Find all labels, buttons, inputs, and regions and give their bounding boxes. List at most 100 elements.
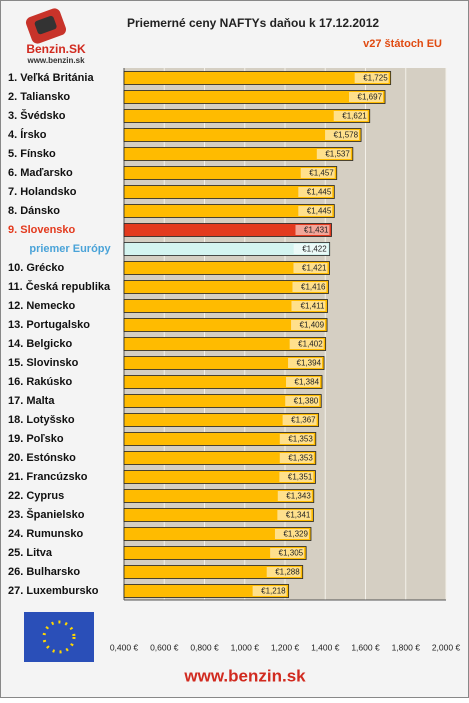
x-tick-label: 0,400 € (110, 642, 139, 652)
value-label: €1,445 (307, 188, 332, 197)
footer: www.benzin.sk (183, 666, 306, 685)
value-label-bg (289, 339, 324, 349)
value-label: €1,353 (288, 435, 313, 444)
bar (123, 185, 335, 199)
logo (25, 8, 67, 44)
value-label: €1,394 (297, 359, 322, 368)
y-tick-label: 12. Nemecko (8, 300, 76, 312)
value-label-bg (325, 130, 360, 140)
x-tick-label: 2,000 € (432, 642, 461, 652)
value-label: €1,218 (261, 587, 286, 596)
value-label-bg (279, 434, 314, 444)
value-label: €1,367 (291, 416, 316, 425)
value-label-bg (270, 548, 305, 558)
y-tick-label: 9. Slovensko (8, 224, 76, 236)
y-tick-label: 13. Portugalsko (8, 319, 90, 331)
bar (123, 204, 335, 218)
value-label-bg (288, 358, 323, 368)
value-label-bg (252, 586, 287, 596)
value-label: €1,351 (288, 473, 313, 482)
y-tick-label: 5. Fínsko (8, 148, 56, 160)
x-tick-label: 1,000 € (231, 642, 260, 652)
bar (123, 242, 331, 256)
value-label-bg (282, 415, 317, 425)
chart-subtitle: v27 štátoch EU (363, 38, 442, 50)
x-tick-label: 0,800 € (190, 642, 219, 652)
bar (123, 299, 328, 313)
bar (123, 109, 371, 123)
value-label-bg (300, 168, 335, 178)
y-tick-label: 2. Taliansko (8, 91, 70, 103)
value-label: €1,416 (301, 283, 326, 292)
x-tick-label: 1,600 € (351, 642, 380, 652)
x-tick-label: 0,600 € (150, 642, 179, 652)
bar (123, 375, 323, 389)
y-tick-label: 7. Holandsko (8, 186, 77, 198)
bar (123, 584, 290, 598)
value-label-bg (277, 510, 312, 520)
bar (123, 261, 330, 275)
value-label: €1,431 (304, 226, 329, 235)
y-tick-label: 1. Veľká Británia (8, 72, 94, 84)
y-tick-label: 3. Švédsko (8, 109, 66, 122)
value-label: €1,329 (283, 530, 308, 539)
value-label-bg (286, 377, 321, 387)
bar (123, 432, 317, 446)
bar (123, 451, 317, 465)
logo-url: www.benzin.sk (26, 56, 85, 65)
logo-text: Benzin.SK (26, 42, 86, 56)
bar (123, 413, 320, 427)
bar (123, 508, 314, 522)
value-label-bg (292, 282, 327, 292)
bar (123, 489, 315, 503)
value-label: €1,725 (363, 74, 388, 83)
value-label-bg (354, 73, 389, 83)
value-label-bg (274, 529, 309, 539)
value-label-bg (279, 453, 314, 463)
chart-title: Priemerné ceny NAFTYs daňou k 17.12.2012 (127, 16, 379, 30)
y-tick-label: 23. Španielsko (8, 508, 85, 521)
bar (123, 337, 327, 351)
value-label: €1,305 (279, 549, 304, 558)
value-label: €1,402 (298, 340, 323, 349)
y-tick-label: 14. Belgicko (8, 338, 72, 350)
y-tick-label: priemer Európy (29, 243, 111, 255)
bar (123, 470, 316, 484)
y-tick-label: 15. Slovinsko (8, 357, 79, 369)
y-tick-label: 16. Rakúsko (8, 376, 72, 388)
value-label: €1,422 (302, 245, 327, 254)
bar (123, 90, 386, 104)
value-label: €1,445 (307, 207, 332, 216)
bar (123, 356, 325, 370)
value-label-bg (293, 263, 328, 273)
y-tick-label: 20. Estónsko (8, 452, 76, 464)
value-label-bg (298, 206, 333, 216)
y-tick-label: 6. Maďarsko (8, 167, 73, 179)
value-label-bg (295, 225, 330, 235)
value-label-bg (333, 111, 368, 121)
y-tick-label: 10. Grécko (8, 262, 65, 274)
value-label: €1,421 (302, 264, 327, 273)
bar (123, 128, 362, 142)
y-tick-label: 19. Poľsko (8, 433, 64, 445)
value-label: €1,341 (286, 511, 311, 520)
y-tick-label: 18. Lotyšsko (8, 414, 75, 426)
y-tick-label: 11. Česká republika (8, 280, 111, 293)
value-label: €1,621 (342, 112, 367, 121)
y-tick-label: 22. Cyprus (8, 490, 64, 502)
value-label-bg (291, 301, 326, 311)
y-tick-label: 26. Bulharsko (8, 566, 80, 578)
bar (123, 318, 328, 332)
value-label: €1,384 (295, 378, 320, 387)
x-tick-label: 1,800 € (392, 642, 421, 652)
value-label-bg (298, 187, 333, 197)
y-tick-label: 24. Rumunsko (8, 528, 83, 540)
value-label: €1,343 (286, 492, 311, 501)
bar (123, 280, 329, 294)
value-label-bg (293, 244, 328, 254)
value-label: €1,578 (334, 131, 359, 140)
bar (123, 565, 304, 579)
bar (123, 546, 307, 560)
value-label: €1,288 (275, 568, 300, 577)
